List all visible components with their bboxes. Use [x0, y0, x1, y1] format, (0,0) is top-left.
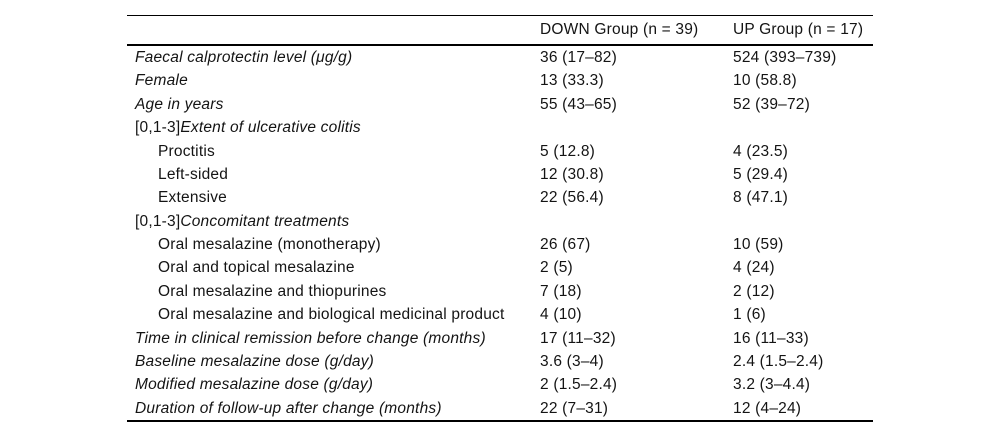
row-label: Age in years [127, 95, 540, 113]
down-group-value: 22 (56.4) [540, 189, 604, 207]
up-group-value: 524 (393–739) [733, 48, 837, 66]
row-label-text: Female [135, 72, 188, 90]
down-group-value: 26 (67) [540, 236, 591, 254]
row-label-text: Duration of follow-up after change (mont… [135, 399, 442, 417]
table-row: Oral mesalazine (monotherapy) 26 (67) 10 (… [127, 233, 873, 256]
row-label-text: Oral mesalazine (monotherapy) [158, 236, 381, 254]
up-group-value: 4 (24) [733, 259, 775, 277]
table-row: Duration of follow-up after change (mont… [127, 397, 873, 420]
down-group-value: 12 (30.8) [540, 165, 604, 183]
row-label: Oral mesalazine (monotherapy) [127, 237, 540, 253]
row-label-text: Extensive [158, 189, 227, 207]
down-group-value: 4 (10) [540, 306, 582, 324]
row-label: Oral and topical mesalazine [127, 260, 540, 276]
table-body: Faecal calprotectin level (μg/g) 36 (17–8… [127, 46, 873, 420]
row-label: Left-sided [127, 167, 540, 183]
up-group-value: 52 (39–72) [733, 95, 810, 113]
row-label: Faecal calprotectin level (μg/g) [127, 50, 540, 66]
down-group-value: 17 (11–32) [540, 329, 616, 347]
row-label: Duration of follow-up after change (mont… [127, 401, 540, 417]
header-up-group: UP Group (n = 17) [733, 21, 864, 39]
row-label: Female [127, 73, 540, 89]
down-group-value: 55 (43–65) [540, 95, 617, 113]
row-label: [0,1-3]Concomitant treatments [127, 212, 540, 230]
row-label: [0,1-3]Extent of ulcerative colitis [127, 120, 540, 136]
row-label-text: Age in years [135, 95, 224, 113]
row-label-text: Proctitis [158, 142, 215, 160]
table-row: Modified mesalazine dose (g/day) 2 (1.5–2… [127, 373, 873, 396]
table-row: Left-sided 12 (30.8) 5 (29.4) [127, 163, 873, 186]
up-group-value: 3.2 (3–4.4) [733, 376, 811, 394]
table-row: Oral mesalazine and biological medicinal… [127, 303, 873, 326]
row-label: Oral mesalazine and thiopurines [127, 284, 540, 300]
row-label-text: Baseline mesalazine dose (g/day) [135, 353, 375, 371]
row-label: Proctitis [127, 142, 540, 160]
table-row: Faecal calprotectin level (μg/g) 36 (17–8… [127, 46, 873, 69]
row-label-text: Modified mesalazine dose (g/day) [135, 376, 374, 394]
up-group-value: 12 (4–24) [733, 399, 802, 417]
table-row: Time in clinical remission before change… [127, 327, 873, 350]
table-row: [0,1-3]Extent of ulcerative colitis [127, 116, 873, 139]
row-label-text: Concomitant treatments [180, 212, 350, 230]
table-row: Extensive 22 (56.4) 8 (47.1) [127, 186, 873, 209]
up-group-value: 8 (47.1) [733, 189, 789, 207]
up-group-value: 16 (11–33) [733, 329, 809, 347]
up-group-value: 2.4 (1.5–2.4) [733, 353, 824, 371]
row-label: Extensive [127, 190, 540, 206]
row-label-text: Oral mesalazine and biological medicinal… [158, 306, 505, 324]
down-group-value: 22 (7–31) [540, 399, 609, 417]
down-group-value: 5 (12.8) [540, 142, 596, 160]
table-row: [0,1-3]Concomitant treatments [127, 210, 873, 233]
row-label: Baseline mesalazine dose (g/day) [127, 354, 540, 370]
row-label-text: Faecal calprotectin level (μg/g) [135, 48, 353, 66]
row-label-text: Left-sided [158, 165, 229, 183]
down-group-value: 7 (18) [540, 282, 582, 300]
up-group-value: 1 (6) [733, 306, 766, 324]
row-label: Modified mesalazine dose (g/day) [127, 377, 540, 393]
up-group-value: 5 (29.4) [733, 165, 789, 183]
table-row: Age in years 55 (43–65) 52 (39–72) [127, 93, 873, 116]
row-label-text: Oral mesalazine and thiopurines [158, 282, 387, 300]
table-row: Oral mesalazine and thiopurines 7 (18) 2 (… [127, 280, 873, 303]
up-group-value: 10 (59) [733, 236, 784, 254]
row-label-text: Oral and topical mesalazine [158, 259, 355, 277]
row-label: Time in clinical remission before change… [127, 329, 540, 347]
row-label-text: Time in clinical remission before change… [135, 329, 486, 347]
table-row: Baseline mesalazine dose (g/day) 3.6 (3–4… [127, 350, 873, 373]
header-down-group: DOWN Group (n = 39) [540, 21, 699, 39]
row-label-prefix: [0,1-3] [135, 119, 181, 137]
baseline-characteristics-table: DOWN Group (n = 39) UP Group (n = 17) Fa… [127, 15, 873, 423]
table-header-row: DOWN Group (n = 39) UP Group (n = 17) [127, 16, 873, 46]
down-group-value: 2 (1.5–2.4) [540, 376, 618, 394]
down-group-value: 36 (17–82) [540, 48, 617, 66]
up-group-value: 2 (12) [733, 282, 775, 300]
down-group-value: 3.6 (3–4) [540, 353, 604, 371]
table-row: Oral and topical mesalazine 2 (5) 4 (24) [127, 257, 873, 280]
table-row: Proctitis 5 (12.8) 4 (23.5) [127, 140, 873, 163]
table-row: Female 13 (33.3) 10 (58.8) [127, 69, 873, 92]
down-group-value: 2 (5) [540, 259, 573, 277]
row-label-prefix: [0,1-3] [135, 212, 181, 230]
up-group-value: 10 (58.8) [733, 72, 797, 90]
row-label: Oral mesalazine and biological medicinal… [127, 307, 540, 323]
up-group-value: 4 (23.5) [733, 142, 789, 160]
row-label-text: Extent of ulcerative colitis [180, 119, 361, 137]
down-group-value: 13 (33.3) [540, 72, 604, 90]
